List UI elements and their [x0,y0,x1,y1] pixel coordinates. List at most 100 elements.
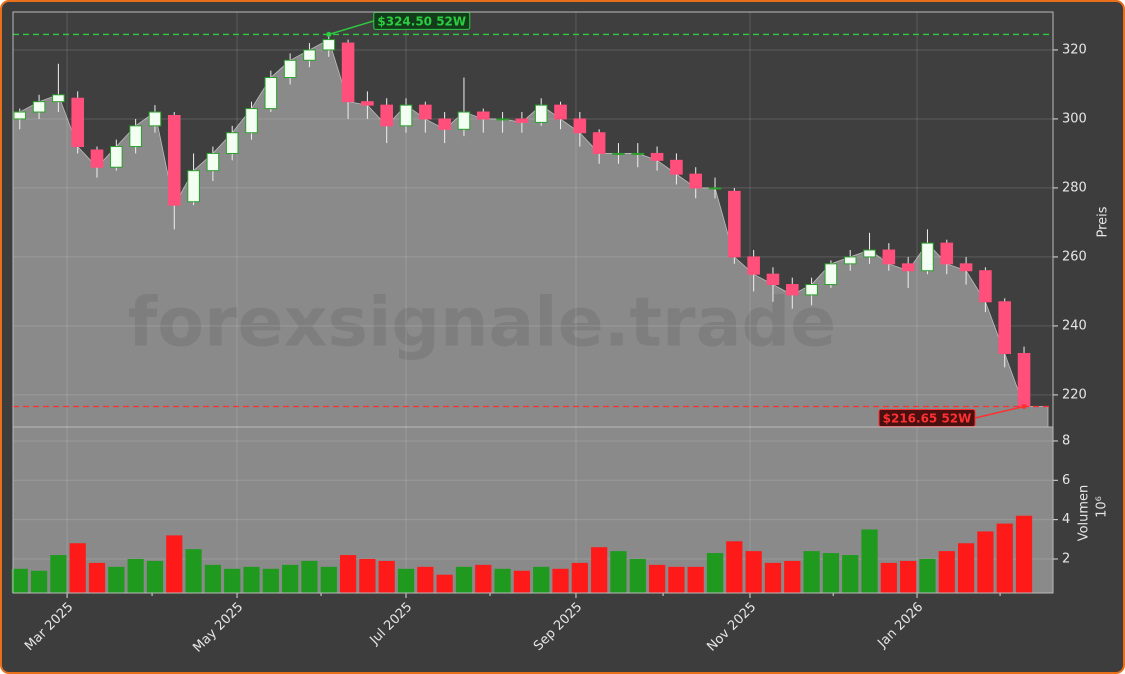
volume-bar [668,566,685,593]
volume-bar [552,568,569,593]
candle-body [959,263,973,272]
candle-body [708,187,722,190]
candle-body [728,190,741,258]
candle-body [322,39,336,51]
candle-body [670,159,683,175]
volume-bar [455,566,473,593]
volume-bar [648,564,666,593]
candle-body [592,132,606,154]
volume-bar [475,564,492,593]
candle-body [71,97,84,148]
volume-bar [50,555,67,593]
y-tick-label: 2 [1062,551,1070,566]
candle-body [245,108,258,134]
volume-border [12,426,1054,594]
volume-bar [301,560,318,593]
candle-body [843,256,857,265]
candle-body [457,111,471,130]
volume-bar [533,566,550,593]
candle-body [554,104,567,120]
volume-bar [919,558,936,593]
y-tick-label: 8 [1062,433,1070,448]
candle-body [476,111,490,120]
candle-body [225,132,239,154]
candle-body [612,152,625,155]
candle-body [303,49,316,61]
annotation-arrow [328,20,374,36]
volume-bar [977,531,994,593]
candle-body [206,152,220,172]
volume-bar [513,570,531,593]
candle-body [187,170,200,203]
volume-bar [726,541,743,593]
annotation-arrow [974,405,1025,419]
candle-body [921,242,934,272]
volume-bar [764,562,782,593]
volume-bar [108,566,125,593]
candle-body [901,263,915,272]
candle-body [805,284,818,296]
volume-bar [30,570,48,593]
candle-body [167,114,181,206]
candle-body [979,270,992,303]
annotation-label: $324.50 52W [377,14,466,28]
candle-body [341,42,355,103]
volume-bar [417,566,434,593]
y-tick-label: 280 [1062,180,1087,195]
volume-bar [957,543,975,593]
candle-body [515,118,529,123]
candle-body [940,242,954,265]
candle-body [863,249,876,258]
candle-body [129,125,142,148]
volume-bar [880,562,897,593]
candle-body [747,256,760,275]
y-tick-label: 4 [1062,512,1070,527]
y-axis-label: Preis [1096,206,1111,237]
volume-bar [127,558,144,593]
volume-bar [900,560,917,593]
price-area [12,39,1049,428]
y-tick-label: 240 [1062,318,1087,333]
volume-bar [204,564,221,593]
candle-body [689,173,703,189]
candle-body [90,149,104,168]
candle-body [1017,353,1031,407]
volume-bar [629,558,646,593]
volume-bar [146,560,164,593]
volume-bar [996,523,1013,593]
y-tick-label: 320 [1062,42,1087,57]
volume-bar [745,551,762,593]
candle-body [824,263,838,286]
candle-body [631,152,645,155]
candle-body [534,104,548,123]
candle-body [419,104,432,120]
volume-bar [282,564,299,593]
candle-body [361,101,374,106]
volume-bar [803,551,820,593]
candle-body [32,101,46,113]
candle-body [52,94,65,103]
volume-bar [938,551,955,593]
volume-bar [88,562,106,593]
candle-body [785,284,799,296]
volume-bar [243,566,260,593]
candle-body [264,77,278,110]
volume-bar [185,549,202,593]
volume-bar [494,568,511,593]
candle-body [13,111,27,120]
y-tick-label: 260 [1062,249,1087,264]
volume-bar [591,547,608,593]
volume-bar [610,551,627,593]
volume-bar [706,553,724,593]
volume-bar [224,568,241,593]
volume-bar [166,535,183,593]
volume-bar [320,566,337,593]
candle-body [399,104,413,127]
volume-bar [861,529,878,593]
volume-bar [69,543,86,593]
candle-body [438,118,451,130]
volume-bar [378,560,395,593]
volume-bar [339,555,357,593]
annotation-box [878,408,976,427]
volume-bar [784,560,801,593]
